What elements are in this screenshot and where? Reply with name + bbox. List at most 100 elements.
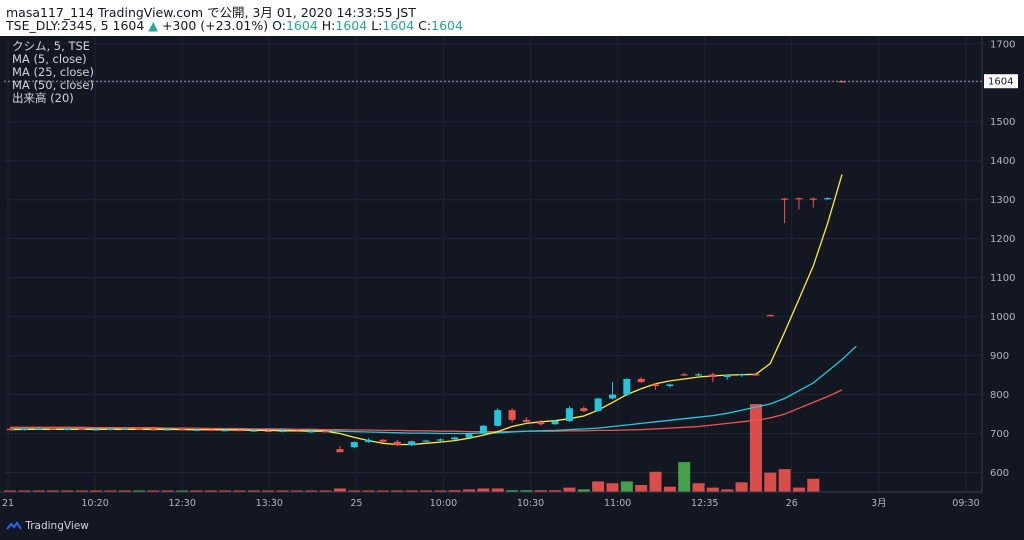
candle-body	[795, 198, 803, 200]
low-label: L:	[371, 18, 383, 33]
header-bar: masa117_114 TradingView.com で公開, 3月 01, …	[0, 0, 1024, 36]
price-tick-label: 1300	[990, 195, 1015, 206]
price-tick-label: 900	[990, 351, 1009, 362]
candle-body	[20, 428, 28, 431]
candle-body	[307, 431, 315, 433]
candle-body	[608, 394, 616, 399]
legend-ma50: MA (50, close)	[12, 78, 94, 92]
volume-bar	[319, 490, 332, 492]
candle-body	[49, 428, 57, 430]
high-value: 1604	[335, 18, 368, 33]
price-tick-label: 1100	[990, 273, 1015, 284]
volume-bar	[807, 478, 820, 492]
publish-info: masa117_114 TradingView.com で公開, 3月 01, …	[6, 5, 416, 20]
volume-bar	[692, 483, 705, 492]
candle-body	[264, 430, 272, 433]
candle-body	[494, 410, 502, 426]
volume-bar	[778, 469, 791, 492]
candle-body	[78, 428, 86, 431]
last-price-label: 1604	[988, 77, 1013, 88]
volume-bars	[4, 404, 820, 492]
volume-bar	[792, 487, 805, 492]
time-tick-label: 09:30	[952, 498, 979, 509]
price-axis[interactable]: 6007008009001000110012001300140015001600…	[981, 36, 1024, 540]
candle-body	[465, 433, 473, 438]
volume-bar	[448, 490, 461, 492]
volume-bar	[333, 488, 346, 492]
candle-body	[192, 429, 200, 431]
candle-body	[121, 428, 129, 430]
candle-body	[451, 437, 459, 440]
volume-bar	[592, 481, 605, 492]
volume-bar	[721, 489, 734, 492]
time-axis[interactable]: 21 10:20 12:30 13:30 25 10:00 10:30 11:00 12:35 2…	[0, 491, 982, 509]
price-chart[interactable]: 6007008009001000110012001300140015001600…	[0, 36, 1024, 540]
symbol-label: TSE_DLY:2345, 5 1604	[6, 18, 145, 33]
volume-bar	[477, 488, 490, 492]
volume-bar	[620, 481, 633, 492]
volume-bar	[233, 490, 246, 492]
candle-body	[63, 428, 71, 431]
tradingview-logo[interactable]: TradingView	[6, 520, 89, 532]
volume-bar	[749, 404, 762, 492]
volume-bar	[276, 490, 289, 492]
volume-bar	[47, 490, 60, 492]
volume-bar	[764, 472, 777, 492]
volume-bar	[362, 490, 375, 492]
volume-bar	[290, 490, 303, 492]
candle-body	[293, 430, 301, 433]
candle-body	[752, 374, 760, 376]
candle-body	[809, 198, 817, 200]
candle-body	[106, 428, 114, 431]
volume-bar	[635, 484, 648, 492]
candle-body	[178, 429, 186, 431]
candle-body	[551, 421, 559, 425]
time-tick-label: 10:30	[517, 498, 544, 509]
price-tick-label: 1200	[990, 234, 1015, 245]
volume-bar	[204, 490, 217, 492]
time-tick-label: 10:00	[430, 498, 457, 509]
candle-body	[766, 315, 774, 317]
close-label: C:	[418, 18, 432, 33]
candle-body	[408, 441, 416, 446]
volume-bar	[563, 487, 576, 492]
volume-bar	[491, 488, 504, 492]
price-change: +300 (+23.01%)	[161, 18, 269, 33]
volume-bar	[706, 487, 719, 492]
volume-bar	[161, 490, 174, 492]
volume-bar	[376, 490, 389, 492]
price-tick-label: 700	[990, 429, 1009, 440]
volume-bar	[18, 490, 31, 492]
candle-body	[422, 440, 430, 442]
volume-bar	[147, 490, 160, 492]
ma50-line	[10, 389, 843, 433]
volume-bar	[176, 490, 189, 492]
legend-title: クシム, 5, TSE	[12, 39, 91, 53]
ma5-line	[9, 174, 843, 446]
candle-body	[350, 442, 358, 448]
chart-background	[0, 36, 1024, 540]
candle-body	[207, 429, 215, 431]
high-label: H:	[321, 18, 336, 33]
legend-ma25: MA (25, close)	[12, 65, 94, 79]
candle-body	[250, 430, 258, 432]
volume-bar	[420, 490, 432, 492]
volume-bar	[735, 482, 748, 492]
candle-body	[594, 398, 602, 411]
candle-body	[824, 198, 832, 200]
time-tick-label: 3月	[871, 498, 887, 509]
price-tick-label: 1400	[990, 156, 1015, 167]
candle-body	[652, 384, 660, 386]
candle-body	[680, 374, 688, 376]
volume-bar	[61, 490, 74, 492]
candle-body	[92, 429, 100, 431]
candle-body	[479, 425, 487, 434]
legend: クシム, 5, TSE MA (5, close) MA (25, close)…	[12, 40, 94, 105]
volume-bar	[90, 490, 103, 492]
volume-bar	[348, 490, 361, 492]
candle-body	[738, 374, 746, 376]
volume-bar	[678, 462, 691, 492]
price-tick-label: 1000	[990, 312, 1015, 323]
legend-volume: 出来高 (20)	[12, 91, 74, 105]
volume-bar	[32, 490, 45, 492]
